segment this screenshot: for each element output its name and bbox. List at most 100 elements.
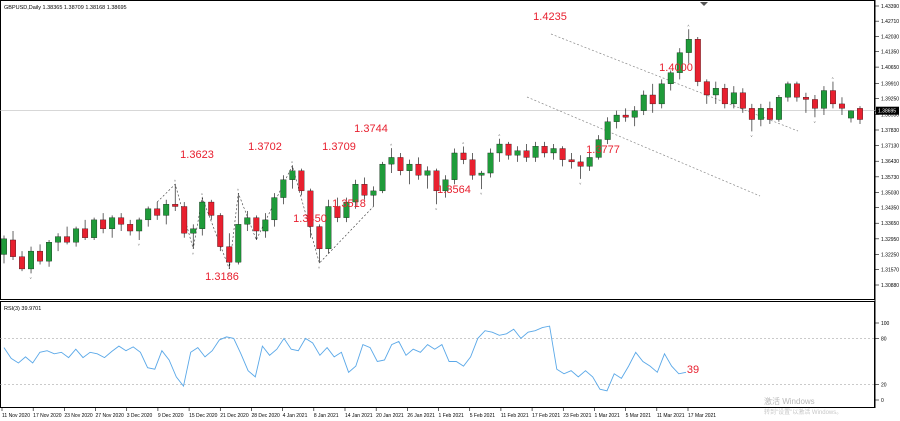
bullish-candle: [235, 224, 242, 263]
bearish-candle: [172, 204, 179, 207]
fractal-up-marker: ˄: [237, 187, 240, 192]
time-axis-label: 14 Jan 2021: [345, 413, 373, 419]
fractal-up-marker: ˄: [390, 142, 393, 147]
bearish-candle: [253, 217, 260, 232]
fractal-down-marker: ˅: [228, 271, 231, 276]
bullish-candle: [1, 238, 7, 255]
bullish-candle: [190, 228, 197, 234]
bearish-candle: [622, 114, 629, 118]
fractal-up-marker: ˄: [462, 141, 465, 146]
price-axis-label: 1.36430: [881, 159, 899, 165]
bullish-candle: [424, 170, 431, 176]
price-annotation-label: 1.3744: [354, 123, 388, 135]
fractal-down-marker: ˅: [579, 181, 582, 186]
price-annotation-label: 1.3564: [437, 184, 471, 196]
time-axis-label: 4 Jan 2021: [283, 413, 308, 419]
bearish-candle: [577, 161, 584, 167]
bullish-candle: [712, 88, 719, 96]
time-axis-label: 3 Dec 2020: [127, 413, 153, 419]
fractal-down-marker: ˅: [750, 133, 753, 138]
bullish-candle: [271, 197, 278, 221]
price-axis-label: 1.31570: [881, 268, 899, 274]
price-axis-label: 1.34350: [881, 206, 899, 212]
bullish-candle: [667, 72, 674, 84]
price-axis-label: 1.38530: [881, 112, 899, 118]
bearish-candle: [298, 170, 305, 192]
bullish-candle: [784, 83, 791, 98]
bullish-candle: [343, 201, 350, 218]
rsi-panel-frame: [0, 301, 875, 408]
bullish-candle: [406, 163, 413, 171]
bearish-candle: [766, 108, 773, 120]
current-price-tag: [876, 106, 899, 115]
bullish-candle: [73, 228, 80, 243]
bearish-candle: [830, 90, 836, 105]
bearish-candle: [64, 236, 71, 243]
price-axis-label: 1.43390: [881, 4, 899, 10]
time-axis-label: 17 Mar 2021: [688, 413, 716, 419]
channel-upper-trendline[interactable]: [550, 33, 799, 132]
price-annotation-label: 1.3186: [205, 271, 239, 283]
price-axis-label: 1.40650: [881, 65, 899, 71]
bullish-candle: [595, 139, 602, 158]
bullish-candle: [289, 170, 296, 180]
bullish-candle: [848, 110, 854, 119]
fractal-up-marker: ˄: [174, 178, 177, 183]
bullish-candle: [821, 90, 827, 109]
bearish-candle: [19, 256, 25, 270]
symbol-info-text: GBPUSD,Daily 1.38365 1.38709 1.38168 1.3…: [4, 5, 127, 11]
bullish-candle: [613, 114, 620, 122]
bullish-candle: [91, 219, 98, 238]
price-annotation-label: 1.3709: [322, 141, 356, 153]
bearish-candle: [154, 208, 161, 216]
fractal-down-marker: ˅: [138, 242, 141, 247]
chart-shift-marker-icon[interactable]: [700, 2, 708, 6]
time-axis-label: 11 Nov 2020: [2, 413, 30, 419]
bearish-candle: [460, 152, 467, 160]
price-annotation-label: 1.3702: [248, 141, 282, 153]
bearish-candle: [812, 99, 818, 109]
bearish-candle: [397, 157, 404, 171]
bullish-candle: [757, 108, 764, 120]
fractal-down-marker: ˅: [813, 119, 816, 124]
price-axis-label: 1.32950: [881, 237, 899, 243]
bearish-candle: [361, 184, 368, 196]
fractal-down-marker: ˅: [30, 275, 33, 280]
bearish-candle: [469, 159, 476, 176]
price-axis-label: 1.42030: [881, 34, 899, 40]
bearish-candle: [316, 226, 323, 250]
bullish-candle: [775, 97, 782, 120]
bearish-candle: [127, 224, 134, 232]
bearish-candle: [694, 39, 701, 82]
bullish-candle: [145, 208, 152, 221]
bullish-candle: [586, 157, 593, 167]
fractal-up-marker: ˄: [831, 76, 834, 81]
bullish-candle: [388, 157, 395, 165]
bearish-candle: [181, 206, 188, 234]
bearish-candle: [739, 92, 746, 109]
time-axis-label: 5 Feb 2021: [470, 413, 496, 419]
bearish-candle: [118, 217, 125, 225]
bearish-candle: [100, 219, 107, 229]
price-axis-label: 1.37130: [881, 144, 899, 150]
bearish-candle: [649, 94, 656, 105]
bearish-candle: [10, 239, 16, 257]
bearish-candle: [217, 215, 224, 247]
bearish-candle: [505, 143, 512, 156]
bullish-candle: [55, 236, 62, 243]
bullish-candle: [109, 217, 116, 229]
time-axis-label: 5 Mar 2021: [626, 413, 652, 419]
time-axis-label: 27 Nov 2020: [96, 413, 125, 419]
bullish-candle: [262, 219, 269, 232]
bullish-candle: [136, 219, 143, 232]
bearish-candle: [559, 148, 566, 160]
bearish-candle: [857, 108, 863, 120]
rsi-axis-label: 20: [881, 383, 887, 389]
rsi-label-text: RSI(3) 39.9701: [4, 306, 41, 312]
price-axis-label: 1.37830: [881, 128, 899, 134]
rsi-axis-label: 80: [881, 336, 887, 342]
bearish-candle: [523, 150, 530, 158]
bullish-candle: [379, 163, 386, 192]
